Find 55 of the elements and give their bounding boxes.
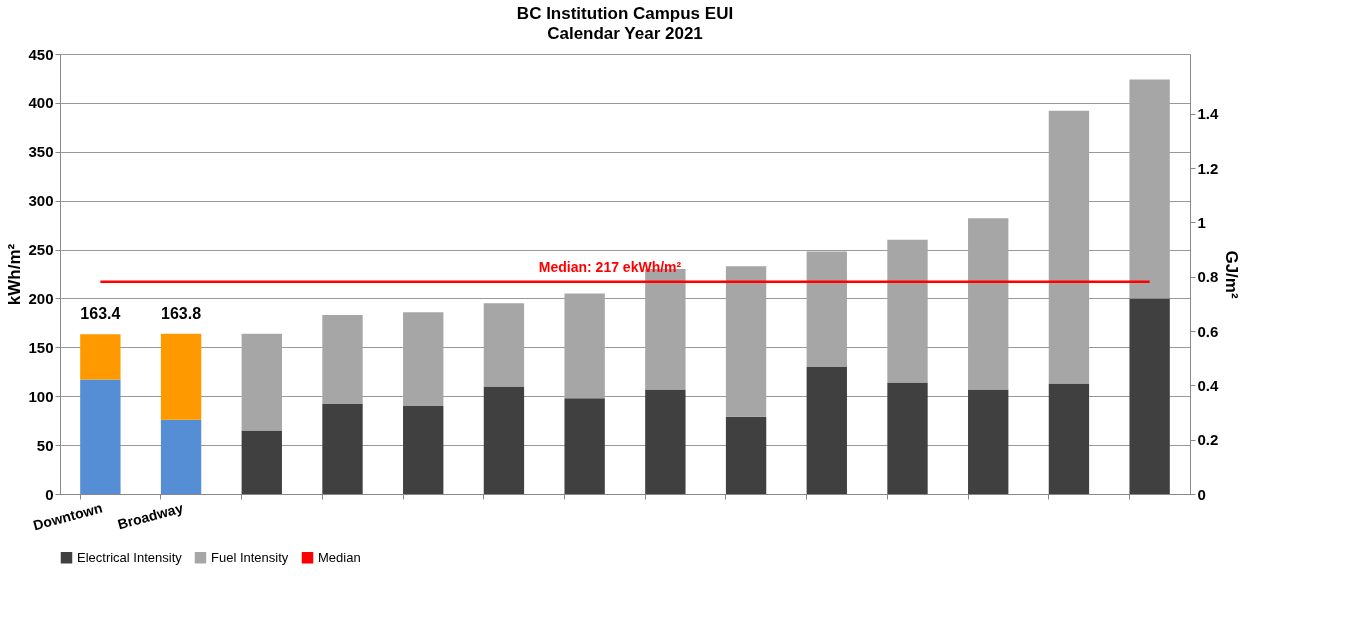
y2-tick-label: 0.6 <box>1197 322 1219 340</box>
bar <box>968 218 1009 390</box>
y-tick-label: 0 <box>45 485 54 503</box>
bar <box>968 389 1009 494</box>
bar <box>806 251 847 367</box>
legend-label: Median <box>318 549 361 565</box>
bar <box>80 379 121 494</box>
y-tick-label: 250 <box>28 241 54 259</box>
y-tick-label: 200 <box>28 289 54 307</box>
y-tick-label: 150 <box>28 338 54 356</box>
bar <box>483 386 525 494</box>
total-label: 163.8 <box>161 304 202 322</box>
y2-tick-label: 0.2 <box>1197 431 1219 449</box>
y2-tick-label: 1.2 <box>1197 159 1219 177</box>
bar <box>403 406 444 494</box>
y2-axis-title: GJ/m² <box>1222 250 1242 299</box>
bar <box>241 430 282 494</box>
bar <box>322 315 363 405</box>
bar <box>241 333 282 431</box>
y2-tick-label: 0.8 <box>1197 268 1219 286</box>
bar <box>564 398 605 494</box>
y-tick-label: 100 <box>28 387 54 405</box>
bar <box>1048 383 1090 494</box>
bar <box>80 334 121 380</box>
legend-label: Fuel Intensity <box>211 549 289 565</box>
y-axis-title: kWh/m² <box>5 243 25 306</box>
y-tick-label: 450 <box>28 45 54 63</box>
annotation: Median: 217 ekWh/m² <box>538 258 682 275</box>
total-label: 163.4 <box>80 305 121 323</box>
bar <box>322 404 363 494</box>
bar <box>403 312 444 406</box>
legend-label: Electrical Intensity <box>77 549 183 565</box>
bar <box>725 416 767 494</box>
y2-tick-label: 1 <box>1197 213 1206 231</box>
bar <box>483 303 525 387</box>
bar <box>564 293 605 399</box>
y2-tick-label: 1.4 <box>1197 105 1220 123</box>
y2-tick-label: 0 <box>1197 485 1206 503</box>
bar <box>160 419 202 494</box>
y-tick-label: 50 <box>36 436 54 454</box>
y-tick-label: 400 <box>28 94 54 112</box>
bar <box>887 239 928 383</box>
bar <box>887 382 928 494</box>
bar <box>1129 79 1170 299</box>
chart-title: BC Institution Campus EUI <box>516 4 734 23</box>
bar <box>160 333 202 420</box>
bar <box>645 389 686 494</box>
y2-tick-label: 0.4 <box>1197 376 1220 394</box>
chart-subtitle: Calendar Year 2021 <box>547 24 703 43</box>
y-tick-label: 350 <box>28 143 54 161</box>
bar <box>1129 298 1170 494</box>
bar <box>725 266 767 417</box>
bar <box>806 366 847 494</box>
bar <box>1048 110 1090 384</box>
y-tick-label: 300 <box>28 192 54 210</box>
